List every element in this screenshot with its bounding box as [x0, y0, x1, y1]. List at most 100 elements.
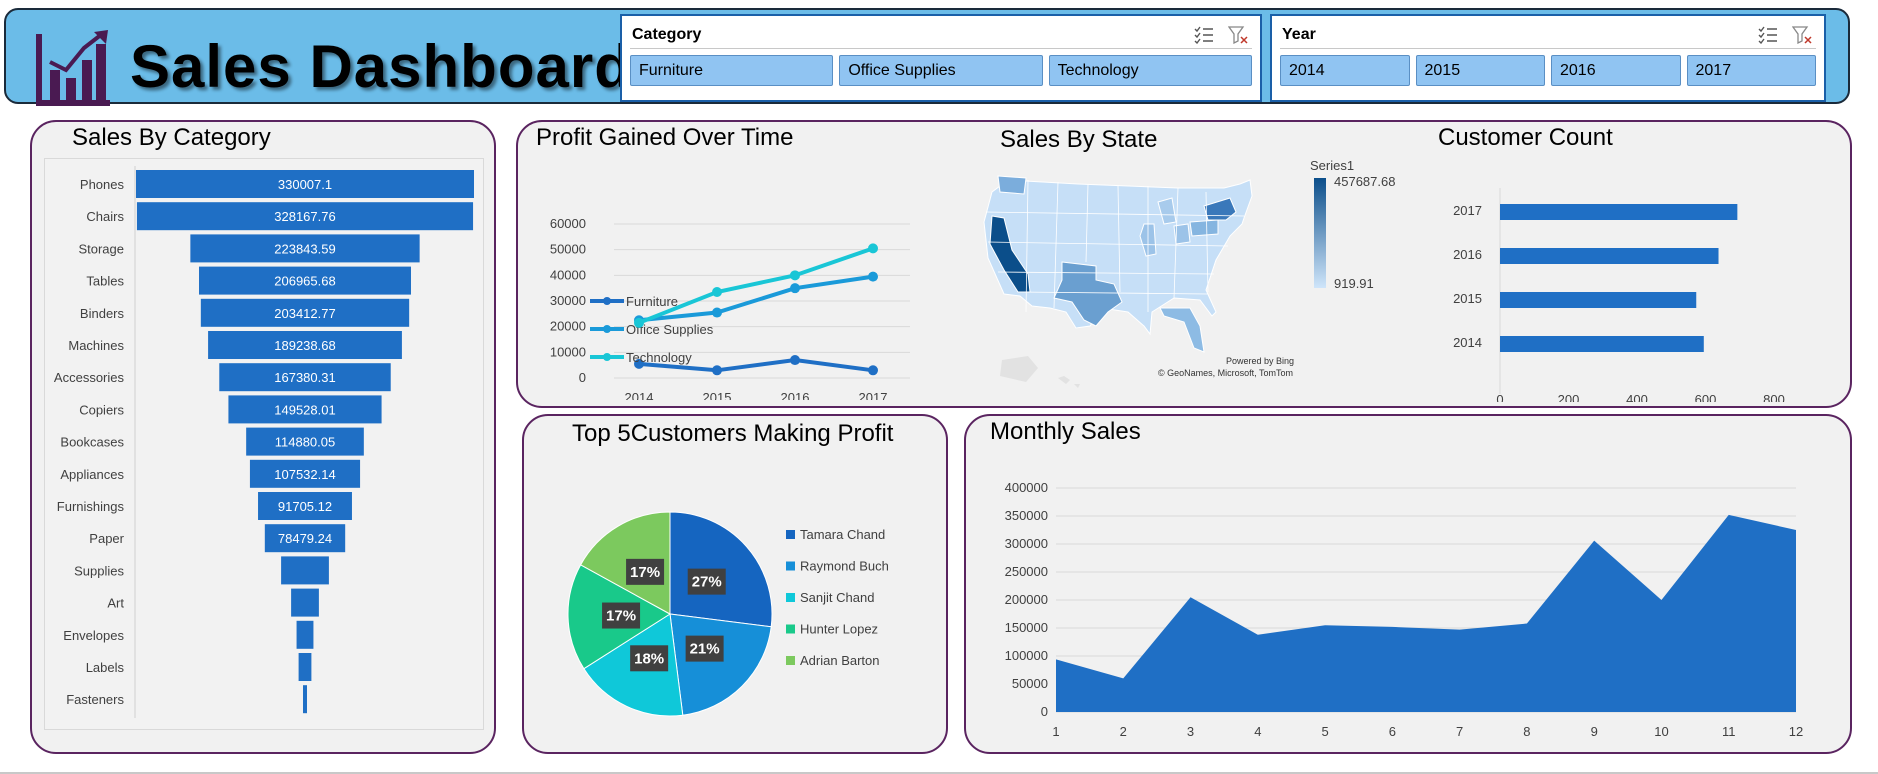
profit-over-time-chart: 0 10000 20000 30000 40000 50000 60000 2014 2015 2…: [550, 216, 910, 400]
funnel-category-label: Envelopes: [63, 628, 124, 643]
funnel-data-label: 328167.76: [274, 209, 335, 224]
pie-legend-swatch: [786, 561, 795, 571]
category-slicer: Category Furniture Office Supplies Technol…: [620, 14, 1262, 102]
line-legend-label: Technology: [626, 350, 692, 365]
pie-data-label-box: [685, 635, 724, 662]
pie-legend-label: Hunter Lopez: [800, 622, 878, 637]
funnel-category-label: Labels: [86, 660, 125, 675]
sales-by-state-map: [983, 175, 1253, 388]
funnel-category-label: Accessories: [54, 370, 125, 385]
funnel-category-label: Chairs: [86, 209, 124, 224]
line-point: [868, 243, 878, 254]
customer-count-chart: 2017 2016 2015 2014 0 200 400 600 800: [1453, 188, 1785, 402]
count-x-tick: 800: [1763, 392, 1785, 402]
funnel-category-label: Appliances: [60, 467, 124, 482]
area-x-tick: 10: [1654, 724, 1668, 739]
pie-data-label: 18%: [634, 650, 664, 667]
clear-filter-icon[interactable]: [1792, 26, 1812, 44]
pie-legend-label: Tamara Chand: [800, 527, 885, 542]
clear-filter-icon[interactable]: [1228, 26, 1248, 44]
funnel-bar: [258, 492, 352, 520]
profit-over-time-title: Profit Gained Over Time: [536, 124, 794, 151]
top-customers-pie: 27% 21% 18% 17% 17% Tamara Chand Raymond Buch S…: [567, 511, 889, 717]
year-filter-2014[interactable]: 2014: [1280, 55, 1410, 86]
funnel-data-label: 107532.14: [274, 467, 335, 482]
count-category-label: 2017: [1453, 203, 1482, 218]
alaska: [1000, 356, 1038, 382]
line-point: [790, 270, 800, 281]
funnel-bar: [303, 685, 307, 714]
pie-data-label-box: [630, 645, 669, 672]
funnel-category-label: Art: [107, 596, 124, 611]
area-series: [1056, 514, 1796, 712]
funnel-category-label: Tables: [86, 274, 124, 289]
year-slicer-items: 2014 2015 2016 2017: [1280, 55, 1816, 86]
year-filter-2016[interactable]: 2016: [1551, 55, 1681, 86]
state-washington: [997, 175, 1027, 195]
count-category-label: 2015: [1453, 291, 1482, 306]
line-point: [790, 283, 800, 294]
map-legend-gradient: [1314, 178, 1326, 288]
funnel-bar: [298, 653, 312, 681]
multi-select-icon[interactable]: [1194, 26, 1214, 44]
line-x-tick: 2015: [703, 390, 732, 400]
line-x-tick: 2016: [781, 390, 810, 400]
area-x-tick: 7: [1456, 724, 1463, 739]
line-x-tick: 2017: [859, 390, 888, 400]
line-y-tick: 20000: [550, 319, 586, 334]
line-y-tick: 40000: [550, 267, 586, 282]
year-slicer-title: Year: [1282, 26, 1316, 43]
area-x-tick: 9: [1591, 724, 1598, 739]
pie-legend-swatch: [786, 593, 795, 602]
funnel-data-label: 167380.31: [274, 370, 335, 385]
pie-legend-label: Raymond Buch: [800, 559, 889, 574]
line-point: [868, 365, 878, 376]
category-filter-furniture[interactable]: Furniture: [630, 55, 834, 86]
category-slicer-title: Category: [632, 26, 702, 43]
funnel-bar: [199, 266, 411, 295]
usa-map-shape: [983, 179, 1253, 336]
monthly-sales-chart: 0 50000 100000 150000 200000 250000 300000 3500…: [1005, 480, 1804, 739]
area-y-tick: 50000: [1012, 676, 1048, 691]
pie-data-label: 17%: [630, 564, 660, 581]
line-legend-label: Office Supplies: [626, 322, 714, 337]
area-x-tick: 11: [1722, 724, 1736, 739]
funnel-bar: [264, 524, 346, 553]
area-x-tick: 2: [1120, 724, 1127, 739]
funnel-category-label: Supplies: [74, 563, 124, 578]
area-y-tick: 200000: [1005, 592, 1048, 607]
category-filter-office-supplies[interactable]: Office Supplies: [839, 55, 1043, 86]
multi-select-icon[interactable]: [1758, 26, 1778, 44]
category-filter-technology[interactable]: Technology: [1048, 55, 1252, 86]
funnel-data-label: 206965.68: [274, 274, 335, 289]
top-customers-panel: Top 5Customers Making Profit 27% 21% 18% 17…: [522, 414, 948, 754]
funnel-bar: [291, 588, 319, 617]
line-series-furniture: [638, 358, 874, 373]
count-bar: [1500, 336, 1704, 352]
year-filter-2015[interactable]: 2015: [1415, 55, 1545, 86]
line-series-office-supplies: [638, 274, 874, 323]
funnel-data-label: 149528.01: [274, 402, 335, 417]
page-title: Sales Dashboard: [130, 33, 632, 100]
funnel-data-label: 91705.12: [278, 499, 332, 514]
state-ohio: [1173, 223, 1191, 245]
pie-legend-swatch: [786, 624, 795, 634]
pie-data-label-box: [602, 602, 641, 629]
pie-data-label: 21%: [690, 641, 720, 658]
pie-data-label: 17%: [606, 608, 636, 625]
line-point: [712, 365, 722, 376]
sales-by-category-title: Sales By Category: [72, 124, 271, 151]
funnel-category-label: Furnishings: [57, 499, 125, 514]
map-legend-title: Series1: [1310, 158, 1355, 173]
funnel-bar: [208, 331, 402, 359]
area-x-tick: 5: [1321, 724, 1328, 739]
map-legend-min: 919.91: [1334, 276, 1374, 291]
area-y-tick: 100000: [1005, 648, 1048, 663]
map-credit: Powered by Bing: [1226, 356, 1295, 366]
funnel-data-label: 78479.24: [278, 531, 332, 546]
funnel-category-label: Storage: [78, 241, 124, 256]
pie-data-label-box: [626, 558, 665, 585]
hawaii: [1058, 376, 1080, 388]
year-filter-2017[interactable]: 2017: [1686, 55, 1816, 86]
